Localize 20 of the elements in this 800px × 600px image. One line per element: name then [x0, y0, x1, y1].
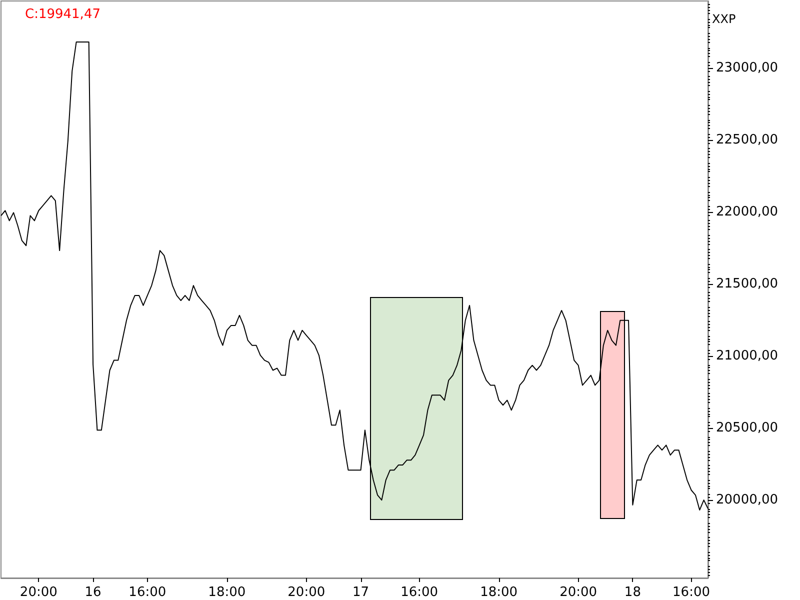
x-tick-label: 18:00 — [480, 585, 518, 600]
y-tick-label: 22500,00 — [716, 132, 778, 148]
x-tick-label: 17 — [352, 585, 370, 600]
x-tick-label: 16 — [84, 585, 102, 600]
x-tick-label: 20:00 — [288, 585, 326, 600]
y-tick-label: 21000,00 — [716, 348, 778, 364]
y-tick-label: 20000,00 — [716, 492, 778, 508]
x-tick-label: 20:00 — [20, 585, 58, 600]
x-tick-label: 18:00 — [208, 585, 246, 600]
x-tick-label: 18 — [624, 585, 641, 600]
chart-title: C:19941,47 — [25, 7, 100, 22]
x-tick-label: 16:00 — [400, 585, 438, 600]
x-tick-label: 20:00 — [560, 585, 598, 600]
y-tick-label: 22000,00 — [716, 204, 778, 220]
y-tick-label: 20500,00 — [716, 420, 778, 436]
x-tick-label: 16:00 — [672, 585, 710, 600]
y-tick-label: 21500,00 — [716, 276, 778, 292]
y-axis-title: XXP — [712, 12, 736, 26]
x-tick-label: 16:00 — [128, 585, 166, 600]
y-tick-label: 23000,00 — [716, 60, 778, 76]
